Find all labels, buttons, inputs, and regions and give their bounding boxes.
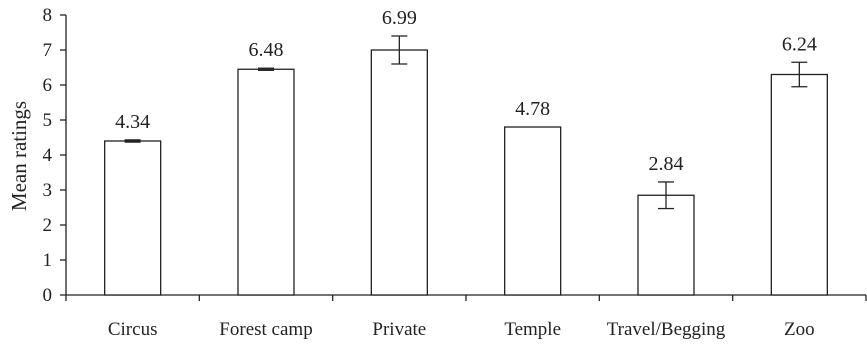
- y-tick-label: 2: [43, 215, 53, 236]
- y-ticks: 0 1 2 3 4 5 6 7 8: [43, 5, 66, 306]
- category-labels: Circus Forest camp Private Temple Travel/Beg…: [108, 319, 815, 340]
- y-tick-label: 3: [43, 180, 53, 201]
- category-label: Circus: [108, 319, 158, 340]
- bar: [104, 140, 162, 296]
- category-label: Temple: [504, 319, 561, 340]
- y-tick-label: 0: [43, 285, 53, 306]
- bar: [237, 68, 295, 296]
- y-tick-label: 8: [43, 5, 53, 26]
- category-label: Travel/Begging: [607, 319, 726, 340]
- y-tick-label: 5: [43, 110, 53, 131]
- y-tick-label: 4: [43, 145, 53, 166]
- x-ticks: [65, 295, 867, 301]
- data-label: 4.34: [115, 111, 150, 133]
- y-axis-title: Mean ratings: [7, 101, 31, 211]
- category-label: Forest camp: [219, 319, 312, 340]
- bar: [637, 194, 695, 296]
- y-tick-label: 7: [43, 40, 53, 61]
- data-label: 6.99: [382, 7, 417, 29]
- error-bars: [124, 35, 808, 210]
- bar: [370, 49, 428, 296]
- data-label: 6.24: [782, 33, 817, 55]
- category-label: Zoo: [784, 319, 815, 340]
- data-label: 6.48: [249, 39, 284, 61]
- data-label: 2.84: [649, 153, 684, 175]
- y-tick-label: 6: [43, 75, 53, 96]
- bar: [770, 73, 828, 296]
- category-label: Private: [372, 319, 426, 340]
- bar: [504, 126, 562, 296]
- bars: [104, 49, 828, 296]
- y-tick-label: 1: [43, 250, 53, 271]
- data-label: 4.78: [515, 98, 550, 120]
- data-labels: 4.34 6.48 6.99 4.78 2.84 6.24: [115, 7, 817, 175]
